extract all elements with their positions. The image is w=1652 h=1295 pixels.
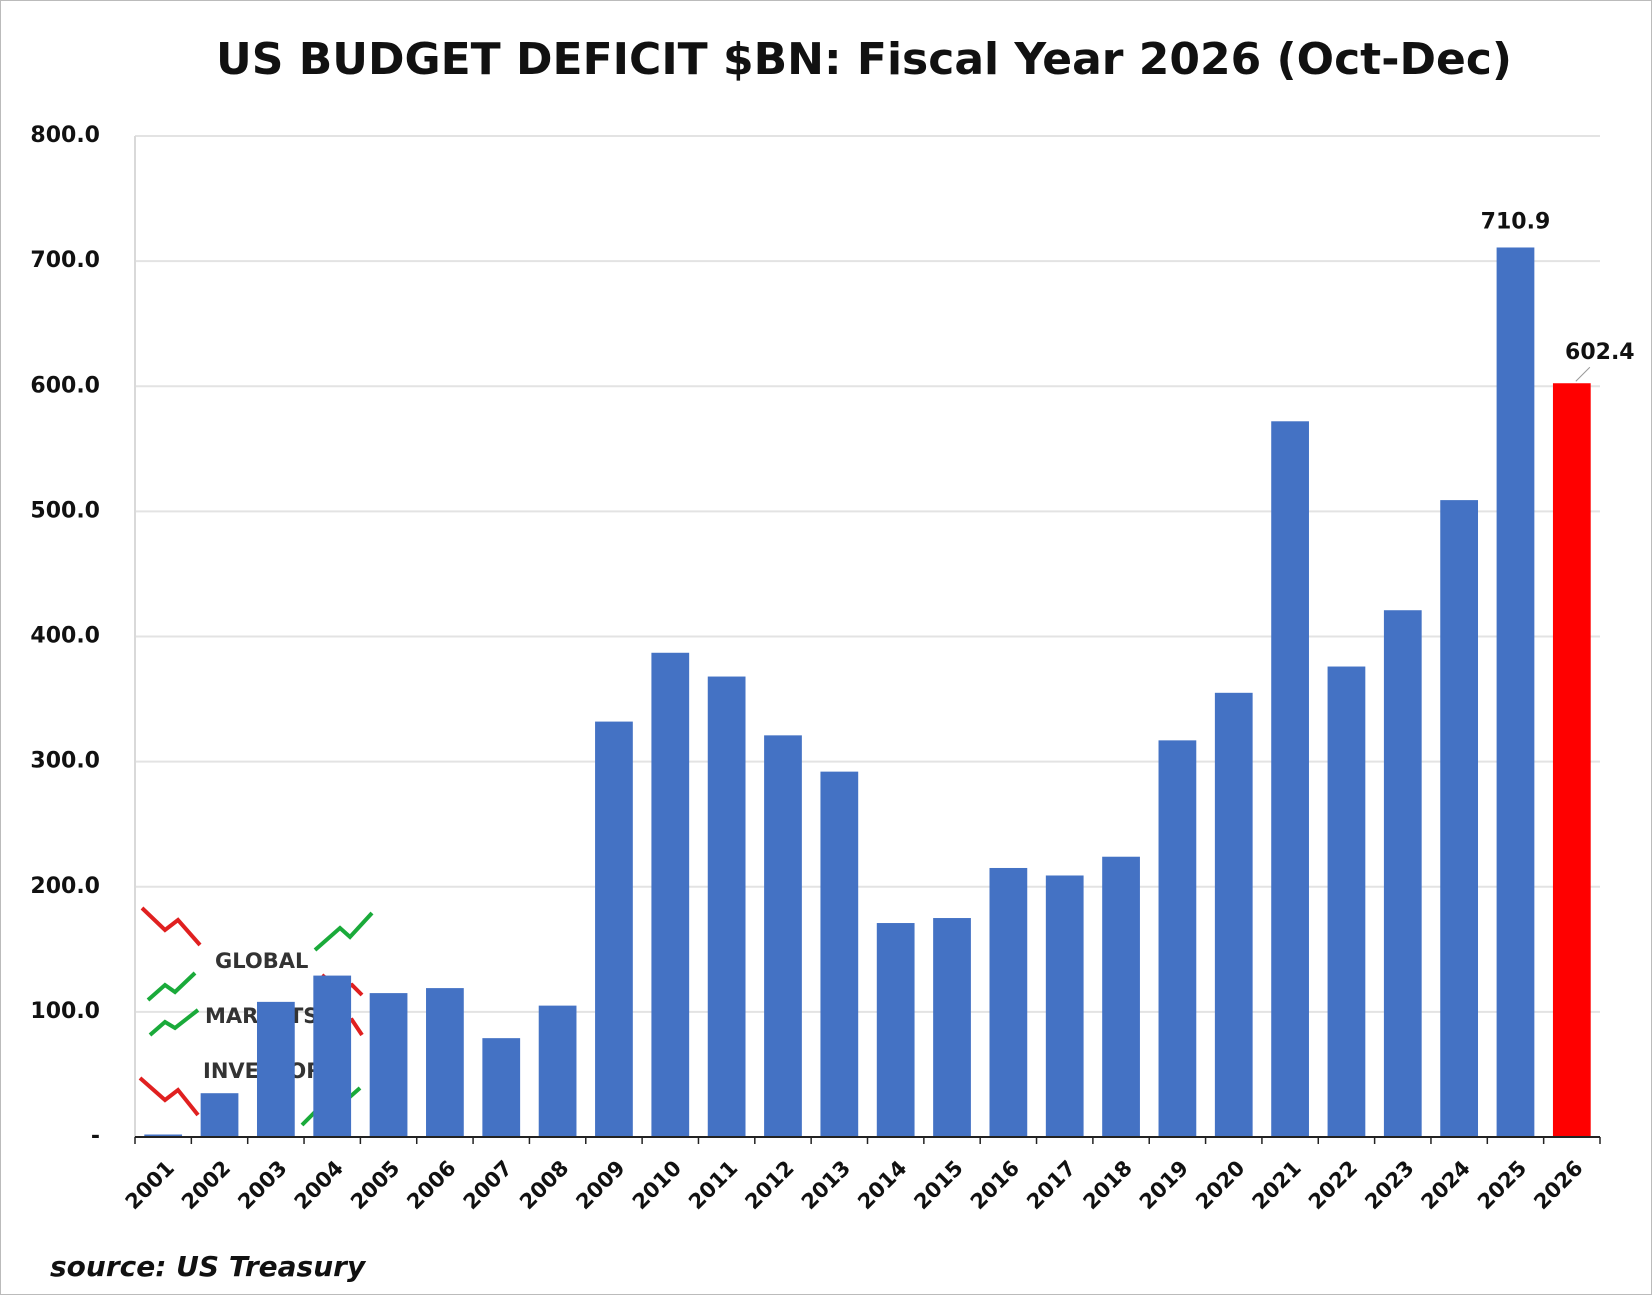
bar	[369, 993, 408, 1137]
bar	[1383, 610, 1422, 1137]
data-label: 710.9	[1481, 209, 1551, 234]
bar	[876, 923, 915, 1137]
bar	[144, 1134, 183, 1137]
bar	[1552, 383, 1591, 1137]
y-tick-label: 400.0	[30, 624, 100, 649]
bar	[989, 867, 1028, 1137]
bar	[313, 975, 352, 1137]
bar	[764, 735, 802, 1137]
watermark-arrow	[138, 1076, 200, 1117]
y-tick-label: 700.0	[30, 248, 100, 273]
data-label: 602.4	[1565, 340, 1635, 365]
bar	[1496, 247, 1535, 1137]
y-tick-label: -	[91, 1124, 100, 1149]
bar	[256, 1001, 295, 1137]
y-tick-label: 600.0	[30, 373, 100, 398]
bar	[820, 771, 859, 1137]
source: source: US Treasury	[50, 1250, 367, 1283]
y-tick-label: 200.0	[30, 874, 100, 899]
bar	[651, 652, 690, 1137]
bar	[707, 676, 746, 1137]
bar	[1158, 740, 1197, 1137]
watermark-arrow	[313, 911, 374, 952]
bar	[482, 1038, 521, 1137]
watermark-arrow	[148, 1008, 200, 1037]
watermark-arrow	[146, 971, 197, 1002]
bar	[538, 1005, 577, 1137]
bar	[1271, 421, 1309, 1137]
y-tick-label: 800.0	[30, 123, 100, 148]
bar	[595, 721, 633, 1137]
bar	[933, 918, 971, 1137]
bar	[1440, 500, 1479, 1137]
y-tick-label: 300.0	[30, 749, 100, 774]
bar	[1045, 875, 1084, 1137]
bar	[426, 988, 464, 1137]
bar	[200, 1093, 239, 1137]
watermark-arrow	[140, 906, 202, 947]
chart-title: US BUDGET DEFICIT $BN: Fiscal Year 2026 …	[216, 34, 1512, 85]
bar	[1214, 692, 1253, 1137]
y-tick-label: 500.0	[30, 498, 100, 523]
bar	[1102, 856, 1140, 1137]
bar	[1327, 666, 1366, 1137]
label-leader	[1575, 366, 1591, 382]
y-tick-label: 100.0	[30, 999, 100, 1024]
watermark: GLOBAL	[215, 949, 308, 973]
